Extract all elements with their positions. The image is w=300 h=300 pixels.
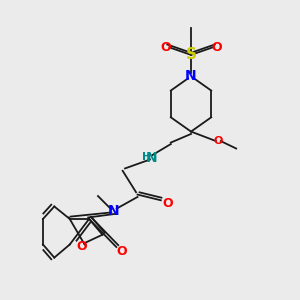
Text: N: N [146, 151, 157, 165]
Text: N: N [108, 204, 120, 218]
Text: O: O [211, 41, 222, 54]
Text: O: O [162, 197, 172, 210]
Text: S: S [185, 47, 197, 62]
Text: H: H [142, 152, 151, 161]
Text: O: O [214, 136, 223, 146]
Text: O: O [116, 245, 127, 258]
Text: O: O [160, 41, 171, 54]
Text: O: O [76, 239, 87, 253]
Text: N: N [185, 69, 197, 83]
